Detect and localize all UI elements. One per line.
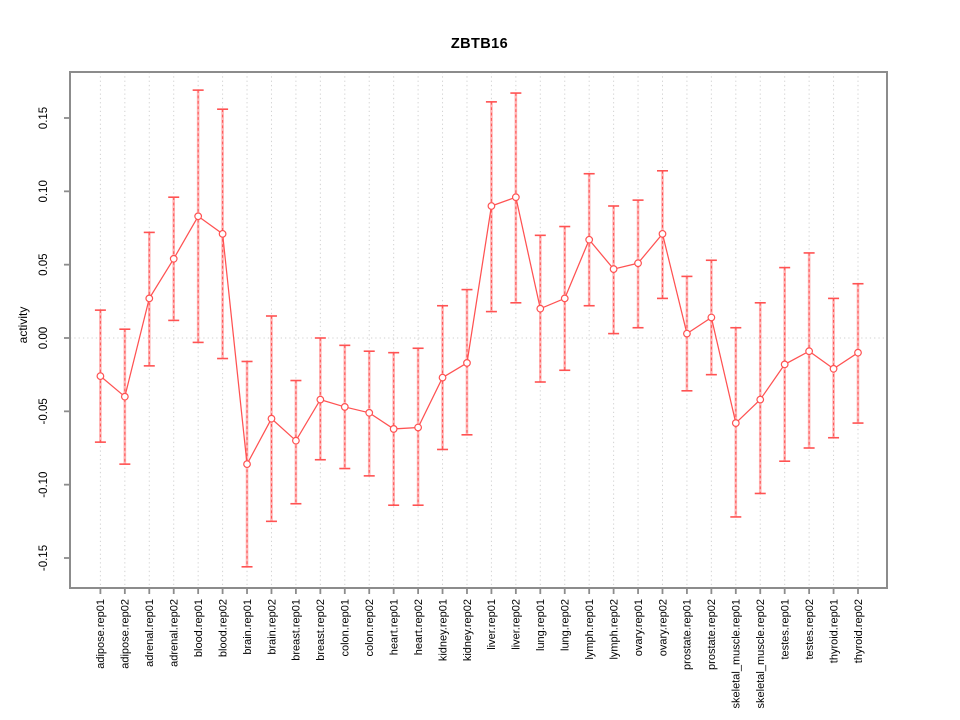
x-tick-label: thyroid.rep02 bbox=[853, 599, 865, 663]
x-tick-label: skeletal_muscle.rep01 bbox=[731, 599, 743, 708]
data-point bbox=[267, 414, 276, 423]
x-tick-label: lymph.rep01 bbox=[584, 599, 596, 660]
data-point bbox=[316, 395, 325, 404]
data-point bbox=[756, 395, 765, 404]
x-tick-label: liver.rep01 bbox=[486, 599, 498, 650]
x-tick-label: adipose.rep02 bbox=[120, 599, 132, 669]
x-tick-label: brain.rep01 bbox=[242, 599, 254, 655]
x-tick-label: brain.rep02 bbox=[266, 599, 278, 655]
data-point bbox=[536, 304, 545, 313]
x-tick-label: testes.rep01 bbox=[779, 599, 791, 660]
y-tick-label: -0.10 bbox=[38, 472, 50, 498]
data-point bbox=[487, 202, 496, 210]
data-point bbox=[120, 392, 129, 401]
x-tick-label: kidney.rep02 bbox=[462, 599, 474, 661]
data-point bbox=[438, 373, 447, 382]
x-tick-label: lung.rep02 bbox=[560, 599, 572, 651]
x-tick-label: kidney.rep01 bbox=[437, 599, 449, 661]
plot-frame bbox=[69, 71, 888, 589]
data-point bbox=[683, 329, 691, 338]
x-tick-label: adrenal.rep01 bbox=[144, 599, 156, 667]
data-point bbox=[805, 347, 814, 356]
x-tick-label: testes.rep02 bbox=[804, 599, 816, 660]
x-tick-label: heart.rep01 bbox=[388, 599, 400, 655]
x-tick-label: prostate.rep02 bbox=[706, 599, 718, 670]
y-tick-label: 0.15 bbox=[38, 107, 50, 129]
data-point bbox=[414, 423, 423, 432]
x-tick-label: adrenal.rep02 bbox=[169, 599, 181, 667]
x-tick-label: thyroid.rep01 bbox=[828, 599, 840, 663]
data-point bbox=[243, 460, 251, 469]
x-tick-label: colon.rep02 bbox=[364, 599, 376, 657]
data-point bbox=[365, 408, 374, 417]
data-point bbox=[780, 360, 789, 369]
data-point bbox=[707, 313, 716, 322]
x-tick-label: blood.rep02 bbox=[217, 599, 229, 657]
x-tick-label: ovary.rep01 bbox=[633, 599, 645, 656]
data-point bbox=[169, 254, 178, 263]
data-point bbox=[829, 364, 838, 373]
y-tick-label: 0.10 bbox=[38, 180, 50, 202]
x-tick-label: liver.rep02 bbox=[511, 599, 523, 650]
data-point bbox=[585, 235, 594, 244]
x-tick-label: ovary.rep02 bbox=[657, 599, 669, 656]
data-point bbox=[634, 259, 642, 268]
series-line bbox=[99, 196, 859, 467]
data-point bbox=[145, 294, 154, 303]
data-point bbox=[463, 359, 471, 367]
x-tick-label: prostate.rep01 bbox=[682, 599, 694, 670]
data-point bbox=[511, 193, 520, 202]
x-tick-label: skeletal_muscle.rep02 bbox=[755, 599, 767, 708]
y-tick-label: 0.00 bbox=[38, 327, 50, 349]
data-point bbox=[389, 425, 398, 433]
data-point bbox=[96, 372, 105, 381]
chart-title: ZBTB16 bbox=[450, 36, 509, 52]
y-tick-label: -0.15 bbox=[38, 545, 50, 571]
data-point bbox=[731, 419, 740, 427]
data-point bbox=[854, 348, 862, 357]
data-point bbox=[560, 294, 569, 303]
x-tick-label: breast.rep01 bbox=[291, 599, 303, 661]
y-tick-label: 0.05 bbox=[38, 253, 50, 275]
y-tick-label: -0.05 bbox=[38, 398, 50, 424]
x-tick-label: heart.rep02 bbox=[413, 599, 425, 655]
data-point bbox=[292, 436, 300, 445]
x-tick-label: breast.rep02 bbox=[315, 599, 327, 661]
data-point bbox=[218, 229, 227, 238]
data-point bbox=[658, 229, 667, 238]
x-tick-label: lymph.rep02 bbox=[608, 599, 620, 660]
data-point bbox=[194, 212, 203, 221]
x-tick-label: colon.rep01 bbox=[340, 599, 352, 657]
data-point bbox=[609, 265, 618, 273]
x-tick-label: adipose.rep01 bbox=[95, 599, 107, 669]
x-tick-label: blood.rep01 bbox=[193, 599, 205, 657]
data-point bbox=[340, 403, 349, 411]
x-tick-label: lung.rep01 bbox=[535, 599, 547, 651]
